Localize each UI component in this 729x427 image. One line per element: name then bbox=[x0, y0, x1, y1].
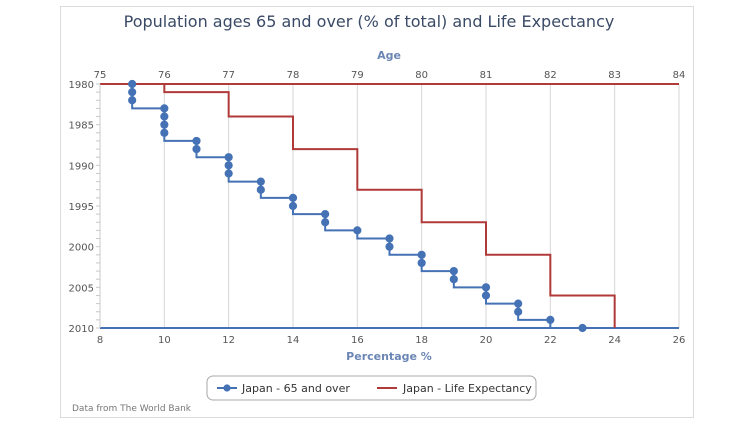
series-layer bbox=[128, 79, 616, 333]
data-point[interactable] bbox=[417, 258, 426, 268]
data-point[interactable] bbox=[192, 144, 201, 154]
legend-box bbox=[206, 375, 537, 401]
top-tick-label: 83 bbox=[608, 70, 621, 81]
y-tick-label: 2000 bbox=[69, 243, 94, 254]
bottom-tick-label: 24 bbox=[608, 335, 621, 346]
data-point[interactable] bbox=[224, 153, 233, 162]
data-point[interactable] bbox=[288, 201, 298, 211]
top-tick-label: 82 bbox=[544, 70, 557, 81]
data-point[interactable] bbox=[128, 79, 137, 89]
legend[interactable]: Japan - 65 and over Japan - Life Expectan… bbox=[206, 375, 537, 401]
bottom-tick-label: 14 bbox=[287, 335, 300, 346]
chart-frame bbox=[60, 6, 694, 418]
y-tick-label: 2005 bbox=[69, 283, 94, 294]
bottom-tick-label: 22 bbox=[544, 335, 557, 346]
data-point[interactable] bbox=[385, 234, 394, 243]
data-point[interactable] bbox=[353, 226, 362, 235]
credits-text: Data from The World Bank bbox=[72, 404, 192, 414]
data-point[interactable] bbox=[256, 185, 265, 194]
bottom-tick-label: 20 bbox=[480, 335, 493, 346]
y-tick-label: 1980 bbox=[69, 80, 94, 91]
grid-layer bbox=[99, 84, 680, 328]
top-tick-label: 78 bbox=[287, 70, 300, 81]
bottom-tick-label: 16 bbox=[351, 335, 364, 346]
data-point[interactable] bbox=[192, 136, 201, 146]
top-tick-label: 75 bbox=[94, 70, 107, 81]
bottom-axis-title: Percentage % bbox=[346, 350, 432, 363]
data-point[interactable] bbox=[160, 120, 169, 129]
data-point[interactable] bbox=[288, 193, 298, 202]
data-point[interactable] bbox=[546, 315, 555, 324]
data-point[interactable] bbox=[160, 112, 169, 121]
legend-label-life-expectancy[interactable]: Japan - Life Expectancy bbox=[402, 382, 532, 395]
data-point[interactable] bbox=[321, 218, 330, 227]
data-point[interactable] bbox=[481, 283, 491, 292]
data-point[interactable] bbox=[224, 161, 233, 170]
top-tick-label: 76 bbox=[158, 70, 171, 81]
top-tick-label: 80 bbox=[415, 70, 428, 81]
y-tick-label: 1990 bbox=[69, 161, 94, 172]
data-point[interactable] bbox=[514, 307, 523, 316]
bottom-tick-label: 18 bbox=[415, 335, 428, 346]
top-tick-label: 79 bbox=[351, 70, 364, 81]
y-tick-label: 1985 bbox=[69, 121, 94, 132]
y-tick-label: 2010 bbox=[69, 324, 94, 335]
data-point[interactable] bbox=[481, 291, 491, 300]
y-tick-label: 1995 bbox=[69, 202, 94, 213]
top-tick-label: 77 bbox=[222, 70, 235, 81]
top-tick-label: 84 bbox=[673, 70, 686, 81]
data-point[interactable] bbox=[578, 323, 587, 333]
bottom-tick-label: 10 bbox=[158, 335, 171, 346]
legend-marker-65-and-over bbox=[223, 384, 231, 392]
data-point[interactable] bbox=[256, 177, 265, 186]
top-axis-title: Age bbox=[377, 49, 401, 62]
data-point[interactable] bbox=[160, 128, 169, 137]
data-point[interactable] bbox=[449, 275, 458, 284]
data-point[interactable] bbox=[385, 242, 394, 251]
data-point[interactable] bbox=[417, 250, 426, 259]
series-line-japan-life-expectancy bbox=[163, 84, 616, 328]
data-point[interactable] bbox=[128, 88, 137, 97]
data-point[interactable] bbox=[128, 96, 137, 105]
data-point[interactable] bbox=[514, 299, 523, 308]
bottom-tick-label: 26 bbox=[673, 335, 686, 346]
data-point[interactable] bbox=[224, 169, 233, 178]
legend-label-65-and-over[interactable]: Japan - 65 and over bbox=[241, 382, 350, 395]
data-point[interactable] bbox=[160, 104, 169, 113]
bottom-tick-label: 12 bbox=[222, 335, 235, 346]
data-point[interactable] bbox=[449, 266, 458, 276]
data-point[interactable] bbox=[321, 210, 330, 219]
top-tick-label: 81 bbox=[480, 70, 493, 81]
bottom-tick-label: 8 bbox=[97, 335, 103, 346]
chart-title: Population ages 65 and over (% of total)… bbox=[124, 12, 615, 31]
